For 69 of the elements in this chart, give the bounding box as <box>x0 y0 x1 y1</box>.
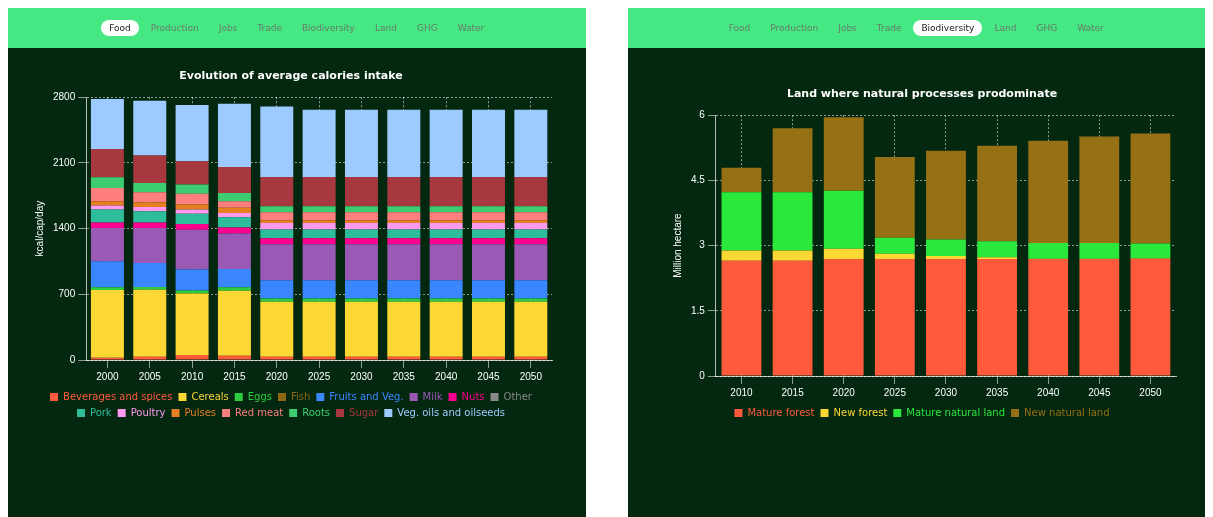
legend-label: Veg. oils and oilseeds <box>397 406 506 418</box>
category-label: Land <box>366 20 405 36</box>
category-label: Water <box>1069 20 1112 36</box>
x-tick-label: 2000 <box>96 370 119 382</box>
x-tick-label: 2015 <box>780 386 804 398</box>
x-tick-label: 2025 <box>883 386 906 398</box>
y-tick-label: 2100 <box>53 156 76 168</box>
category-label: Biodiversity <box>293 20 363 36</box>
y-tick-label: 1400 <box>53 222 76 234</box>
category-label: GHG <box>1028 20 1066 36</box>
legend-label: Pulses <box>184 406 217 418</box>
x-tick-label: 2030 <box>350 370 374 382</box>
x-tick-label: 2010 <box>729 386 753 398</box>
category-label: Land <box>986 20 1025 36</box>
legend-label: Eggs <box>247 390 272 402</box>
legend-label: Pork <box>89 406 112 418</box>
legend-label: New forest <box>833 406 887 418</box>
y-tick-label: 700 <box>58 288 76 300</box>
x-tick-label: 2010 <box>180 370 204 382</box>
y-axis-title: kcal/cap/day <box>33 200 45 257</box>
legend-label: New natural land <box>1023 406 1110 418</box>
y-tick-label: 1.5 <box>690 304 705 316</box>
x-tick-label: 2035 <box>985 386 1009 398</box>
x-tick-label: 2045 <box>1087 386 1111 398</box>
y-tick-label: 2800 <box>53 90 76 102</box>
category-label: Biodiversity <box>913 20 983 36</box>
legend-label: Nuts <box>461 390 485 402</box>
category-label: Production <box>762 20 827 36</box>
category-label: Jobs <box>210 20 246 36</box>
category-label: GHG <box>408 20 446 36</box>
x-tick-label: 2025 <box>308 370 331 382</box>
x-tick-label: 2020 <box>832 386 855 398</box>
chart-title: Evolution of average calories intake <box>179 69 403 83</box>
legend-label: Mature natural land <box>905 406 1005 418</box>
y-tick-label: 3 <box>698 239 705 251</box>
legend-label: Cereals <box>191 390 229 402</box>
x-tick-label: 2020 <box>265 370 289 382</box>
x-tick-label: 2040 <box>435 370 458 382</box>
legend-label: Other <box>503 390 533 402</box>
legend-label: Poultry <box>130 406 166 418</box>
legend-label: Beverages and spices <box>63 390 173 402</box>
y-tick-label: 4.5 <box>690 174 705 186</box>
x-tick-label: 2045 <box>477 370 501 382</box>
y-tick-label: 0 <box>69 353 76 365</box>
category-label: Trade <box>249 20 290 36</box>
x-tick-label: 2050 <box>1138 386 1162 398</box>
x-tick-label: 2015 <box>223 370 246 382</box>
legend-label: Mature forest <box>746 406 815 418</box>
legend-label: Fish <box>290 390 311 402</box>
y-tick-label: 0 <box>698 369 705 381</box>
x-tick-label: 2005 <box>138 370 162 382</box>
y-axis-title: Million hectare <box>671 212 683 278</box>
x-tick-label: 2035 <box>392 370 416 382</box>
legend-label: Milk <box>422 390 443 402</box>
legend-label: Roots <box>302 406 331 418</box>
category-label: Water <box>449 20 493 36</box>
x-tick-label: 2040 <box>1036 386 1060 398</box>
legend-label: Sugar <box>349 406 380 418</box>
category-label: Trade <box>868 20 910 36</box>
category-label: Food <box>101 20 139 36</box>
chart-title: Land where natural processes prodominate <box>786 87 1057 101</box>
x-tick-label: 2050 <box>519 370 543 382</box>
x-tick-label: 2030 <box>934 386 958 398</box>
legend-label: Fruits and Veg. <box>329 390 404 402</box>
category-label: Food <box>720 20 759 36</box>
y-tick-label: 6 <box>698 108 705 120</box>
category-label: Jobs <box>830 20 865 36</box>
category-label: Production <box>142 20 207 36</box>
legend-label: Red meat <box>235 406 284 418</box>
